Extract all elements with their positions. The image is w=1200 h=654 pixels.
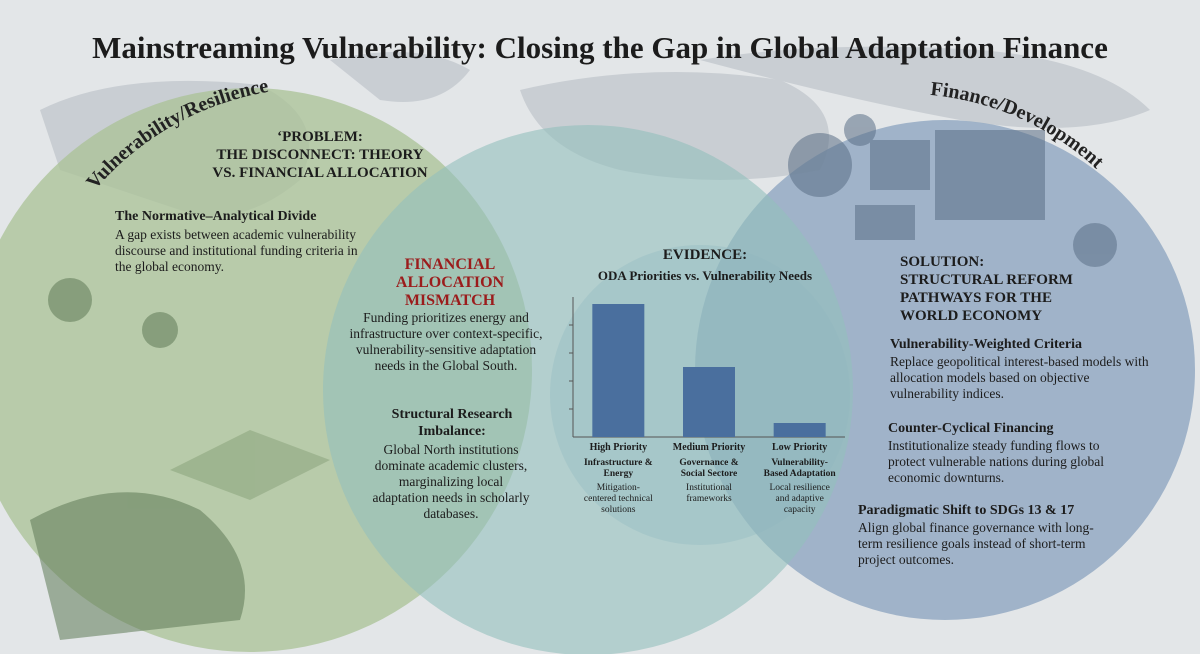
category-label: High Priority	[589, 442, 648, 453]
solution-item-title: Paradigmatic Shift to SDGs 13 & 17	[858, 503, 1075, 518]
sector-label: Infrastructure & Energy	[583, 458, 653, 479]
bar	[683, 367, 735, 437]
problem-heading: ‘PROBLEM: THE DISCONNECT: THEORY VS. FIN…	[190, 128, 450, 182]
illustrations	[30, 278, 330, 640]
mismatch-text: Funding prioritizes energy and infrastru…	[349, 310, 543, 373]
heading-line: STRUCTURAL REFORM	[900, 272, 1073, 288]
solution-item-title: Counter-Cyclical Financing	[888, 421, 1054, 436]
heading-line: VS. FINANCIAL ALLOCATION	[212, 165, 428, 181]
bar	[773, 423, 826, 437]
solution-item-title: Vulnerability-Weighted Criteria	[890, 337, 1082, 352]
mismatch-subtext: Global North institutions dominate acade…	[372, 442, 530, 521]
evidence-heading: EVIDENCE:	[662, 247, 748, 263]
solution-item-text: Institutionalize steady funding flows to…	[888, 438, 1104, 485]
evidence-subtitle: ODA Priorities vs. Vulnerability Needs	[597, 268, 813, 283]
title: Mainstreaming Vulnerability: Closing the…	[92, 30, 1108, 65]
sector-label: Governance & Social Sectore	[679, 458, 739, 479]
middle-circle	[323, 125, 853, 654]
category-label: Low Priority	[772, 442, 828, 453]
description-label: Local resilience and adaptive capacity	[769, 483, 830, 515]
heading-line: WORLD ECONOMY	[900, 308, 1043, 324]
bar	[592, 304, 645, 437]
solution-item-text: Align global finance governance with lon…	[858, 520, 1094, 567]
heading-line: SOLUTION:	[900, 254, 985, 270]
mismatch-heading: FINANCIAL ALLOCATION MISMATCH	[370, 256, 530, 310]
mismatch-subheading: Structural Research Imbalance:	[391, 407, 513, 439]
category-label: Medium Priority	[672, 442, 746, 453]
finance-icons	[788, 114, 1117, 267]
heading-line: PATHWAYS FOR THE	[900, 290, 1052, 306]
problem-subheading: The Normative–Analytical Divide	[115, 209, 317, 224]
heading-line: FINANCIAL	[404, 256, 496, 273]
description-label: Mitigation-centered technical solutions	[583, 483, 653, 515]
sector-label: Vulnerability-Based Adaptation	[763, 458, 836, 479]
heading-line: ALLOCATION	[395, 274, 505, 291]
solution-item-text: Replace geopolitical interest-based mode…	[890, 354, 1149, 401]
description-label: Institutional frameworks	[686, 483, 732, 504]
heading-line: THE DISCONNECT: THEORY	[216, 147, 424, 163]
evidence-chart	[569, 297, 845, 438]
heading-line: ‘PROBLEM:	[277, 129, 363, 145]
problem-text: A gap exists between academic vulnerabil…	[115, 227, 358, 274]
solution-heading: SOLUTION: STRUCTURAL REFORM PATHWAYS FOR…	[900, 253, 1140, 325]
heading-line: MISMATCH	[404, 292, 496, 309]
